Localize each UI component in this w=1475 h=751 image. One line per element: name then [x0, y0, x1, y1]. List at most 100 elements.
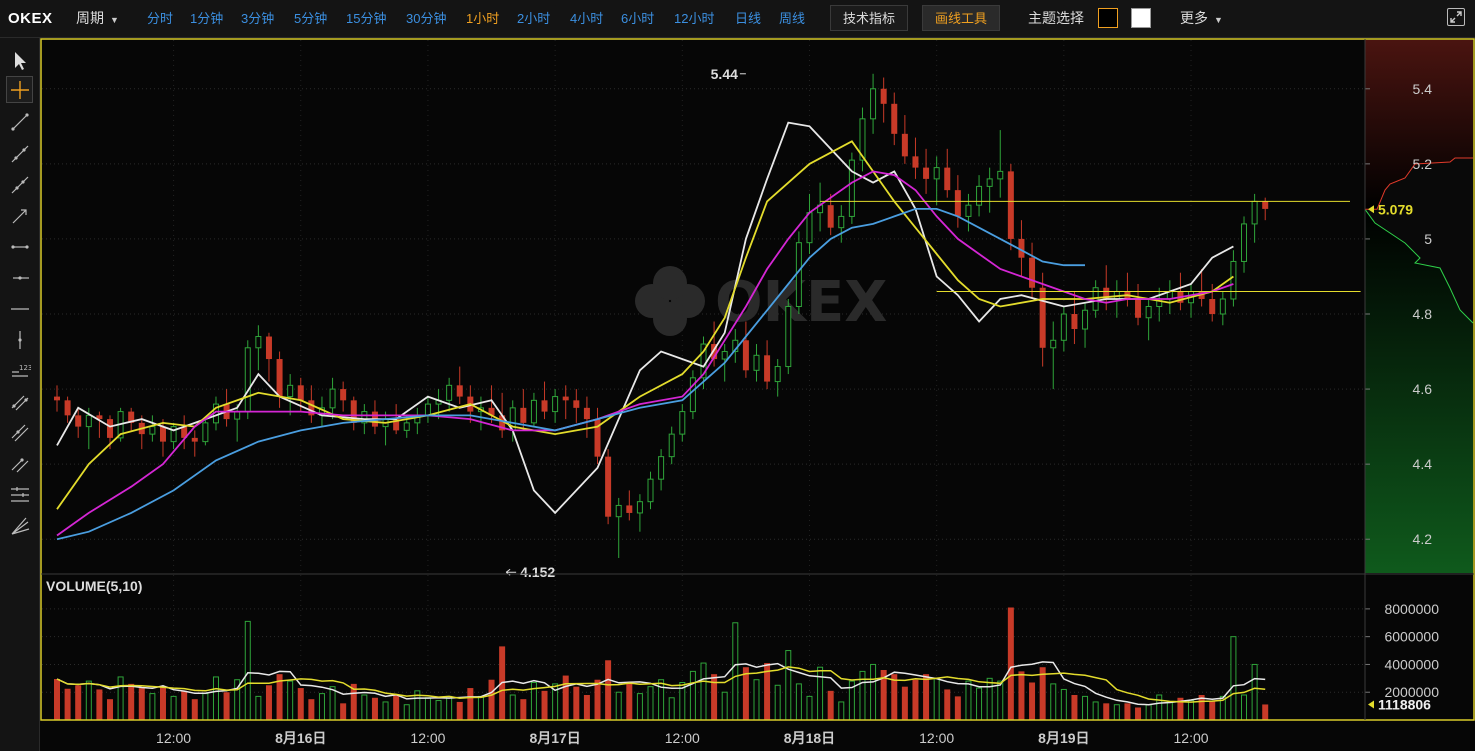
candle-body [361, 411, 368, 424]
volume-bar [626, 683, 633, 720]
volume-tick-label: 2000000 [1384, 684, 1439, 700]
ma-line-20 [56, 170, 1234, 537]
tab-period-4[interactable]: 15分钟 [346, 11, 387, 26]
time-tick-label: 12:00 [919, 730, 954, 746]
volume-bar [954, 696, 961, 720]
bid-depth-line [1364, 208, 1474, 324]
volume-bar [923, 674, 930, 720]
volume-bar [965, 680, 972, 721]
horizontal-segment-icon[interactable] [6, 233, 33, 260]
tab-period-2[interactable]: 3分钟 [241, 11, 275, 26]
crosshair-icon[interactable] [6, 76, 33, 103]
candle-body [1071, 314, 1078, 330]
tab-period-12[interactable]: 周线 [779, 11, 806, 26]
candle-body [1145, 306, 1152, 319]
extended-line-icon[interactable] [6, 171, 33, 198]
top-bar: OKEX 周期 ▼ 分时 1分钟 3分钟 5分钟 15分钟 30分钟 1小时 2小时 4小时 6小时… [0, 0, 1475, 38]
parallel-channel-icon[interactable] [6, 388, 33, 415]
draw-tools-button[interactable]: 画线工具 [922, 5, 1001, 31]
candle-body [1262, 201, 1269, 209]
volume-bar [1188, 700, 1195, 721]
ask-depth-area [1365, 40, 1473, 210]
volume-bar [138, 688, 145, 720]
parallel-lines-icon[interactable] [6, 419, 33, 446]
volume-bar [117, 676, 124, 721]
candle-body [1230, 260, 1237, 300]
more-dropdown[interactable]: 更多 ▼ [1180, 0, 1223, 37]
candle-body [181, 426, 188, 438]
candle-body [297, 385, 304, 401]
volume-bar [912, 679, 919, 720]
candle-body [615, 504, 622, 518]
segment-icon[interactable] [6, 108, 33, 135]
candle-body [880, 88, 887, 104]
volume-bar [891, 674, 898, 720]
candle-body [1209, 298, 1216, 315]
candle-body [795, 242, 802, 307]
candle-body [838, 215, 845, 229]
ray-icon[interactable] [6, 140, 33, 167]
caret-down-icon: ▼ [1214, 15, 1223, 25]
candle-body [1060, 313, 1067, 341]
high-price-label: 5.44 [711, 66, 738, 82]
volume-bar [1050, 683, 1057, 721]
volume-bar [1241, 694, 1248, 721]
horizontal-line-icon[interactable] [6, 295, 33, 322]
tab-period-11[interactable]: 日线 [735, 11, 762, 26]
volume-bar [371, 697, 378, 720]
candle-body [944, 167, 951, 191]
volume-bar [795, 683, 802, 721]
cursor-icon[interactable] [6, 46, 33, 73]
volume-ma-line-5 [56, 661, 1266, 706]
time-tick-label: 8月18日 [784, 730, 835, 746]
tab-period-6[interactable]: 1小时 [466, 11, 500, 26]
candle-body [1050, 339, 1057, 349]
volume-bar [64, 688, 71, 720]
period-dropdown[interactable]: 周期 ▼ [76, 0, 119, 37]
candle-body [403, 422, 410, 431]
volume-bar [986, 677, 993, 721]
volume-bar [785, 650, 792, 721]
volume-bar [1135, 707, 1142, 720]
tab-period-8[interactable]: 4小时 [570, 11, 604, 26]
candle-body [827, 205, 834, 228]
volume-bar [244, 620, 251, 721]
volume-bar [170, 695, 177, 721]
theme-light-swatch[interactable] [1131, 8, 1151, 28]
tab-period-5[interactable]: 30分钟 [406, 11, 447, 26]
gann-fan-icon[interactable] [6, 512, 33, 539]
fibonacci-icon[interactable] [6, 481, 33, 508]
candle-body [1029, 257, 1036, 288]
volume-bar [753, 679, 760, 721]
price-tick-label: 5 [1424, 231, 1432, 247]
candle-body [901, 133, 908, 157]
chart-frame [40, 38, 1475, 721]
ma-line-30 [56, 208, 1085, 541]
svg-text:123: 123 [19, 364, 31, 372]
tab-period-10[interactable]: 12小时 [674, 11, 715, 26]
price-tick-label: 4.6 [1413, 381, 1433, 397]
candle-body [647, 478, 654, 503]
volume-bar [128, 683, 135, 720]
candle-body [986, 178, 993, 187]
volume-bar [838, 701, 845, 721]
tab-period-7[interactable]: 2小时 [517, 11, 551, 26]
time-tick-label: 12:00 [665, 730, 700, 746]
tab-period-9[interactable]: 6小时 [621, 11, 655, 26]
horizontal-ray-icon[interactable] [6, 264, 33, 291]
fullscreen-icon[interactable] [1447, 8, 1465, 26]
tab-period-0[interactable]: 分时 [147, 11, 174, 26]
vertical-line-icon[interactable] [6, 326, 33, 353]
tab-period-3[interactable]: 5分钟 [294, 11, 328, 26]
ma-line-5 [56, 121, 1234, 515]
volume-bar [435, 700, 442, 721]
kline-chart[interactable]: 4.2 4.4 4.6 4.8 5 5.2 5.4 2000000 4000000 6000000… [40, 38, 1475, 751]
price-channel-icon[interactable] [6, 450, 33, 477]
price-label-icon[interactable]: 123 [6, 357, 33, 384]
theme-dark-swatch[interactable] [1098, 8, 1118, 28]
indicator-button[interactable]: 技术指标 [830, 5, 909, 31]
tab-period-1[interactable]: 1分钟 [190, 11, 224, 26]
volume-bar [721, 691, 728, 721]
arrow-line-icon[interactable] [6, 202, 33, 229]
volume-bar [901, 686, 908, 720]
